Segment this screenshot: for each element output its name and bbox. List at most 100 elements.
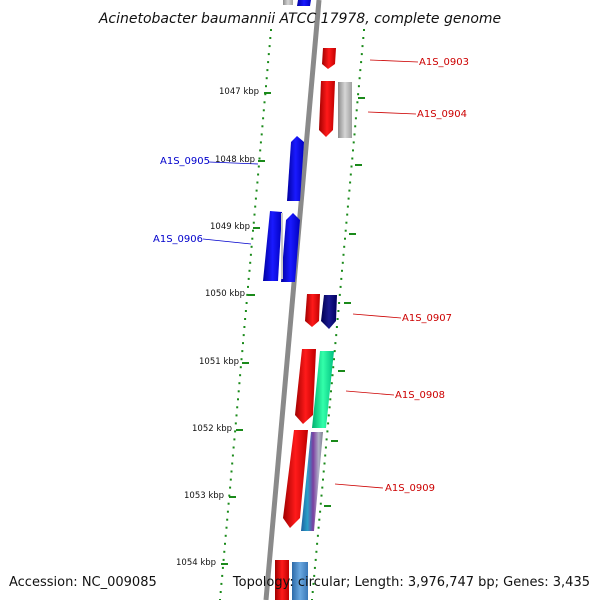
left-rail-dot xyxy=(221,574,224,577)
right-rail-dot xyxy=(339,285,342,288)
left-rail-dot xyxy=(251,237,254,240)
right-rail-dot xyxy=(324,454,327,457)
gene-label-A1S_0908: A1S_0908 xyxy=(395,390,445,401)
right-rail-dot xyxy=(335,334,338,337)
right-rail-dot xyxy=(322,470,325,473)
leader-A1S_0903 xyxy=(369,59,419,63)
left-rail-dot xyxy=(220,582,223,585)
leader-A1S_0905 xyxy=(208,161,259,165)
left-rail-dot xyxy=(255,189,258,192)
left-rail-dot xyxy=(259,149,262,152)
right-rail-dot xyxy=(346,213,349,216)
right-rail-dot xyxy=(328,406,331,409)
left-rail-dot xyxy=(257,165,260,168)
major-tick-right-3 xyxy=(344,302,351,304)
right-rail-dot xyxy=(362,37,365,39)
accession-text: Accession: NC_009085 xyxy=(9,575,157,590)
right-rail-dot xyxy=(331,374,334,377)
right-rail-dot xyxy=(319,510,322,513)
kbp-label-1049: 1049 kbp xyxy=(210,222,250,232)
right-rail-dot xyxy=(323,462,326,465)
gene-label-A1S_0906: A1S_0906 xyxy=(153,234,203,245)
kbp-label-1050: 1050 kbp xyxy=(205,289,245,299)
major-tick-left-2 xyxy=(253,227,260,229)
right-rail-dot xyxy=(327,414,330,417)
right-rail-dot xyxy=(360,61,363,64)
left-rail-dot xyxy=(243,326,246,328)
right-rail-dot xyxy=(330,390,332,393)
kbp-label-1054: 1054 kbp xyxy=(176,558,216,568)
right-rail-dot xyxy=(336,318,339,320)
left-rail-dot xyxy=(221,566,224,569)
left-rail-dot xyxy=(227,502,230,505)
right-rail-dot xyxy=(341,261,344,264)
right-rail-dot xyxy=(321,486,324,489)
right-rail-dot xyxy=(333,350,336,353)
kbp-label-1051: 1051 kbp xyxy=(199,357,239,367)
left-rail-dot xyxy=(224,542,226,545)
gene-arrow-A1S_0907 xyxy=(305,294,320,327)
major-tick-right-6 xyxy=(324,505,331,507)
left-rail-dot xyxy=(244,318,247,320)
left-rail-dot xyxy=(267,53,270,56)
left-rail-dot xyxy=(263,101,266,104)
right-rail-dot xyxy=(349,181,352,184)
left-rail-dot xyxy=(235,414,238,417)
gene-arrow-A1S_0904 xyxy=(319,81,335,137)
right-rail-dot xyxy=(349,173,352,176)
left-rail-dot xyxy=(239,374,242,377)
right-rail-dot xyxy=(354,125,357,128)
kbp-label-1047: 1047 kbp xyxy=(219,87,259,97)
left-rail-dot xyxy=(268,45,271,48)
gene-arrow-A1S_0906b xyxy=(281,213,300,282)
left-rail-dot xyxy=(256,181,259,184)
kbp-label-1048: 1048 kbp xyxy=(215,155,255,165)
right-rail-dot xyxy=(325,438,328,441)
major-tick-right-5 xyxy=(331,440,338,442)
left-rail-dot xyxy=(254,205,257,208)
major-tick-right-2 xyxy=(349,233,356,235)
right-rail-dot xyxy=(324,446,327,449)
left-rail-dot xyxy=(225,526,228,529)
gene-arrow-bottom-red xyxy=(275,560,289,600)
right-rail-dot xyxy=(343,245,346,248)
major-tick-right-1 xyxy=(355,164,362,166)
left-rail-dot xyxy=(257,173,260,176)
left-rail-dot xyxy=(223,550,226,553)
left-rail-dot xyxy=(229,478,232,481)
left-rail-dot xyxy=(265,85,267,88)
left-rail-dot xyxy=(238,382,241,385)
gene-arrow-A1S_0908 xyxy=(295,349,316,424)
left-rail-dot xyxy=(231,454,234,457)
left-rail-dot xyxy=(260,133,263,136)
right-rail-dot xyxy=(334,342,337,345)
leader-A1S_0906 xyxy=(202,238,252,245)
major-tick-right-4 xyxy=(338,370,345,372)
leader-A1S_0907 xyxy=(352,313,402,319)
right-rail-dot xyxy=(345,221,348,224)
gene-arrow-A1S_0909-multi xyxy=(301,432,323,531)
left-rail-dot xyxy=(226,510,229,513)
left-rail-dot xyxy=(259,141,262,144)
right-rail-dot xyxy=(350,165,353,168)
right-rail-dot xyxy=(340,277,343,280)
left-rail-dot xyxy=(236,406,239,409)
right-rail-dot xyxy=(342,253,345,256)
right-rail-dot xyxy=(358,77,361,80)
left-rail-dot xyxy=(266,69,269,72)
major-tick-left-4 xyxy=(242,362,249,364)
right-rail-dot xyxy=(351,157,354,160)
left-rail-dot xyxy=(242,342,244,345)
left-rail-dot xyxy=(262,117,265,120)
right-rail-dot xyxy=(320,494,323,497)
right-rail-dot xyxy=(335,326,338,328)
right-rail-dot xyxy=(319,502,322,505)
gene-label-A1S_0903: A1S_0903 xyxy=(419,57,469,68)
left-rail-dot xyxy=(232,446,235,449)
right-rail-dot xyxy=(352,141,355,144)
left-rail-dot xyxy=(242,334,245,337)
left-rail-dot xyxy=(261,125,264,128)
right-rail-dot xyxy=(315,550,318,553)
left-rail-dot xyxy=(270,29,272,31)
